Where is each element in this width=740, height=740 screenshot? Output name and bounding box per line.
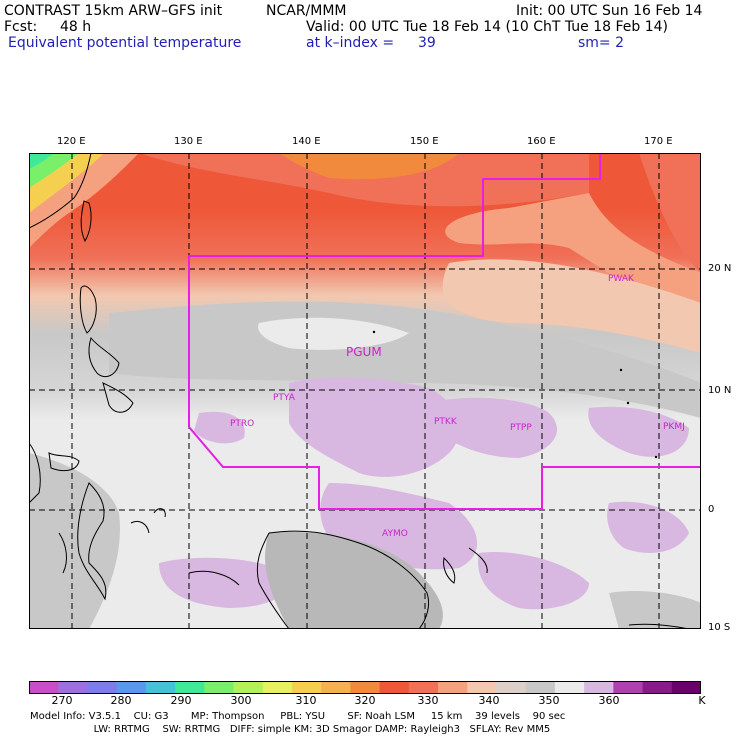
level-label: at k–index = [306,35,395,51]
lon-label-130e: 130 E [174,136,203,147]
station-label: PGUM [346,345,382,359]
theta-e-shading [29,153,701,629]
colorbar-swatch [233,681,264,694]
field-name: Equivalent potential temperature [8,35,242,51]
station-label: PWAK [608,274,635,284]
forecast-hour: 48 h [60,19,92,35]
colorbar-label: 360 [598,694,620,707]
boundary-line [188,153,701,510]
colorbar-label: 310 [295,694,317,707]
lon-label-170e: 170 E [644,136,673,147]
level-value: 39 [418,35,436,51]
valid-time: Valid: 00 UTC Tue 18 Feb 14 (10 ChT Tue … [306,19,669,35]
colorbar-unit: K [698,694,706,707]
lat-label-10n: 10 N [708,385,732,396]
smoothing-label: sm= 2 [578,35,625,51]
model-info-line2: LW: RRTMG SW: RRTMG DIFF: simple KM: 3D … [30,724,551,735]
model-title: CONTRAST 15km ARW–GFS init [4,3,223,19]
station-dot [654,455,658,459]
colorbar-swatch [613,681,644,694]
model-info-line1: Model Info: V3.5.1 CU: G3 MP: Thompson P… [30,711,566,722]
station-label: PTYA [273,393,296,403]
station-label: PTKK [434,417,458,427]
colorbar-label: 330 [417,694,439,707]
lon-label-160e: 160 E [527,136,556,147]
station-label: PKMJ [663,422,685,432]
station-label: AYMO [382,529,408,539]
lat-label-10s: 10 S [708,622,731,633]
colorbar-swatch [116,681,147,694]
station-dot [626,401,630,405]
colorbar-swatch [175,681,205,694]
colorbar-swatch [204,681,235,694]
center-name: NCAR/MMM [266,3,347,19]
colorbar-swatch [379,681,410,694]
colorbar-swatch [438,681,468,694]
colorbar-swatch [554,681,585,694]
station-dot [619,368,623,372]
station-label: PTRO [230,419,254,429]
colorbar-label: 320 [354,694,376,707]
colorbar-label: 280 [110,694,132,707]
colorbar-swatch [467,681,497,694]
colorbar [29,681,701,694]
colorbar-swatch [350,681,381,694]
colorbar-swatch [525,681,556,694]
lon-label-150e: 150 E [410,136,439,147]
theta-e-map: PWAK PGUM PTYA PTRO PTKK PTPP PKMJ AYMO [29,153,701,629]
colorbar-label: 350 [538,694,560,707]
forecast-label: Fcst: [4,19,38,35]
colorbar-swatch [262,681,293,694]
lon-label-120e: 120 E [57,136,86,147]
station-dot [372,330,376,334]
colorbar-swatch [145,681,176,694]
colorbar-label: 300 [230,694,252,707]
colorbar-swatch [291,681,322,694]
colorbar-label: 270 [51,694,73,707]
colorbar-swatch [496,681,527,694]
init-time: Init: 00 UTC Sun 16 Feb 14 [516,3,703,19]
colorbar-swatch [584,681,614,694]
lon-label-140e: 140 E [292,136,321,147]
station-label: PTPP [510,423,532,433]
lat-label-20n: 20 N [708,263,732,274]
colorbar-swatch [642,681,673,694]
colorbar-label: 290 [170,694,192,707]
colorbar-swatch [321,681,351,694]
lat-label-equator: 0 [708,504,715,515]
colorbar-swatch [671,681,701,694]
colorbar-swatch [408,681,439,694]
colorbar-label: 340 [478,694,500,707]
colorbar-swatch [58,681,88,694]
colorbar-swatch [29,681,59,694]
colorbar-swatch [87,681,118,694]
